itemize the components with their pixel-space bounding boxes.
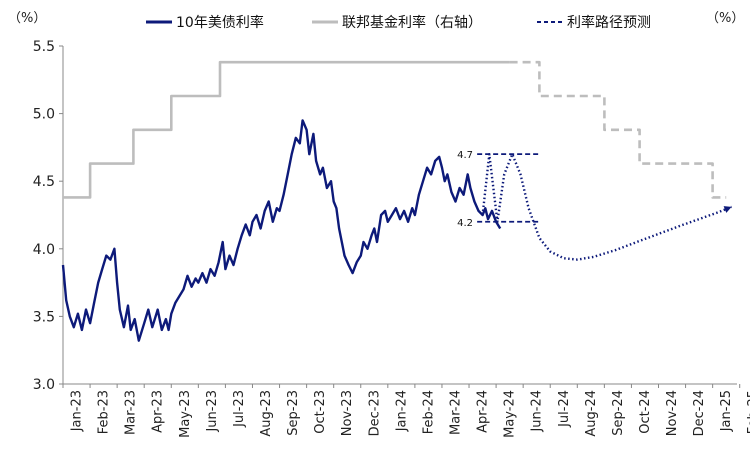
plot-area	[61, 60, 733, 342]
y-tick-label: 3.5	[33, 309, 55, 325]
y-tick-label: 5.5	[33, 39, 55, 55]
left-unit-label: （%）	[8, 11, 46, 26]
x-tick-label: Jun-24	[530, 390, 545, 433]
legend-label-forecast: 利率路径预测	[567, 14, 651, 31]
x-tick-label: Aug-23	[259, 390, 274, 437]
series-line-treasury-10y	[61, 119, 502, 342]
series-line-fed	[63, 60, 510, 199]
legend-label-treasury: 10年美债利率	[176, 14, 264, 31]
annotation-label: 4.2	[457, 218, 473, 229]
y-tick-label: 5.0	[33, 107, 55, 123]
legend-label-fed: 联邦基金利率（右轴）	[342, 14, 482, 31]
x-tick-label: Dec-23	[367, 390, 382, 436]
forecast-arrowhead	[723, 206, 732, 213]
x-tick-label: Sep-24	[611, 390, 626, 436]
x-tick-label: Apr-24	[476, 390, 491, 433]
legend: 10年美债利率 联邦基金利率（右轴） 利率路径预测	[146, 14, 651, 31]
x-tick-label: May-24	[503, 390, 518, 438]
x-tick-label: Jan-25	[719, 390, 734, 432]
series-line-forecast	[481, 153, 733, 261]
x-tick-label: Jun-23	[205, 390, 220, 433]
x-tick-label: Mar-23	[124, 390, 139, 435]
x-tick-label: Feb-25	[746, 390, 750, 434]
y-axis: 3.0 3.5 4.0 4.5 5.0 5.5	[33, 39, 64, 393]
y-tick-label: 4.5	[33, 174, 55, 190]
x-tick-label: Dec-24	[692, 390, 707, 436]
x-tick-label: Jul-23	[232, 390, 247, 428]
annotation-label: 4.7	[457, 150, 473, 161]
x-tick-label: Jul-24	[557, 390, 572, 428]
x-tick-label: Jan-23	[70, 390, 85, 432]
x-tick-label: Mar-24	[448, 390, 463, 435]
x-tick-label: Oct-23	[313, 390, 328, 434]
series-line-fed-forecast	[509, 60, 727, 199]
x-tick-label: Apr-23	[151, 390, 166, 433]
x-tick-label: Nov-23	[340, 390, 355, 436]
x-tick-label: Feb-23	[97, 390, 112, 434]
x-axis: Jan-23 Feb-23 Mar-23 Apr-23 May-23 Jun-23 Jul-…	[62, 383, 750, 438]
x-tick-label: May-23	[178, 390, 193, 438]
right-unit-label: （%）	[706, 11, 744, 26]
y-tick-label: 3.0	[33, 377, 55, 393]
annotations: 4.7 4.2	[457, 150, 540, 229]
y-tick-label: 4.0	[33, 242, 55, 258]
x-tick-label: Sep-23	[286, 390, 301, 436]
x-tick-label: Feb-24	[421, 390, 436, 434]
x-tick-label: Jan-24	[394, 390, 409, 432]
x-tick-label: Oct-24	[638, 390, 653, 434]
x-tick-label: Aug-24	[584, 390, 599, 437]
x-tick-label: Nov-24	[665, 390, 680, 436]
